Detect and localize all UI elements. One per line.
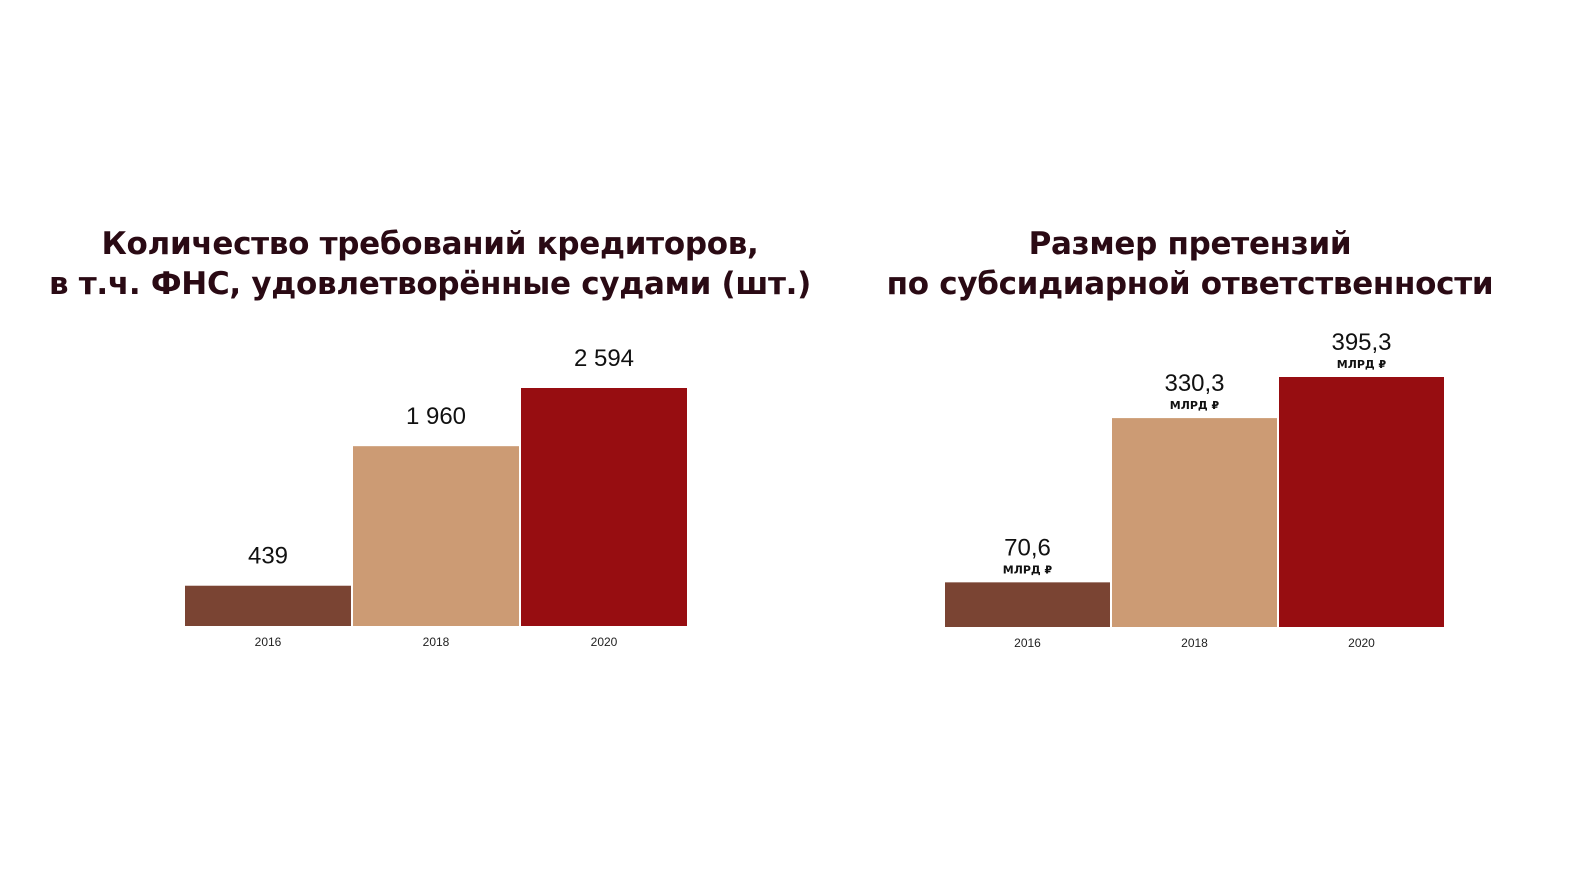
data-label: 2 594 xyxy=(574,345,634,372)
bar-2018 xyxy=(1112,418,1277,627)
chart-title-claims-count: Количество требований кредиторов, в т.ч.… xyxy=(40,224,820,304)
data-label: 70,6 xyxy=(1004,534,1051,561)
bar-2018 xyxy=(353,446,519,626)
x-tick-label: 2016 xyxy=(255,635,282,649)
bar-2016 xyxy=(945,582,1110,627)
unit-label: МЛРД ₽ xyxy=(1337,358,1387,371)
unit-label: МЛРД ₽ xyxy=(1003,563,1053,576)
data-label: 1 960 xyxy=(406,403,466,430)
x-tick-label: 2020 xyxy=(1348,636,1375,650)
data-label: 330,3 xyxy=(1164,370,1224,397)
data-label: 439 xyxy=(248,543,288,570)
x-tick-label: 2016 xyxy=(1014,636,1041,650)
bar-2020 xyxy=(1279,377,1444,627)
bar-2020 xyxy=(521,388,687,626)
unit-label: МЛРД ₽ xyxy=(1170,399,1220,412)
data-label: 395,3 xyxy=(1331,329,1391,356)
chart-title-line: по субсидиарной ответственности xyxy=(886,266,1494,302)
chart-title-line: в т.ч. ФНС, удовлетворённые судами (шт.) xyxy=(48,266,812,302)
chart-title-claims-amount: Размер претензий по субсидиарной ответст… xyxy=(840,224,1540,304)
chart-title-line: Размер претензий xyxy=(1028,226,1352,262)
x-tick-label: 2018 xyxy=(423,635,450,649)
x-tick-label: 2018 xyxy=(1181,636,1208,650)
x-tick-label: 2020 xyxy=(591,635,618,649)
bar-2016 xyxy=(185,585,351,626)
chart-title-line: Количество требований кредиторов, xyxy=(101,226,759,262)
